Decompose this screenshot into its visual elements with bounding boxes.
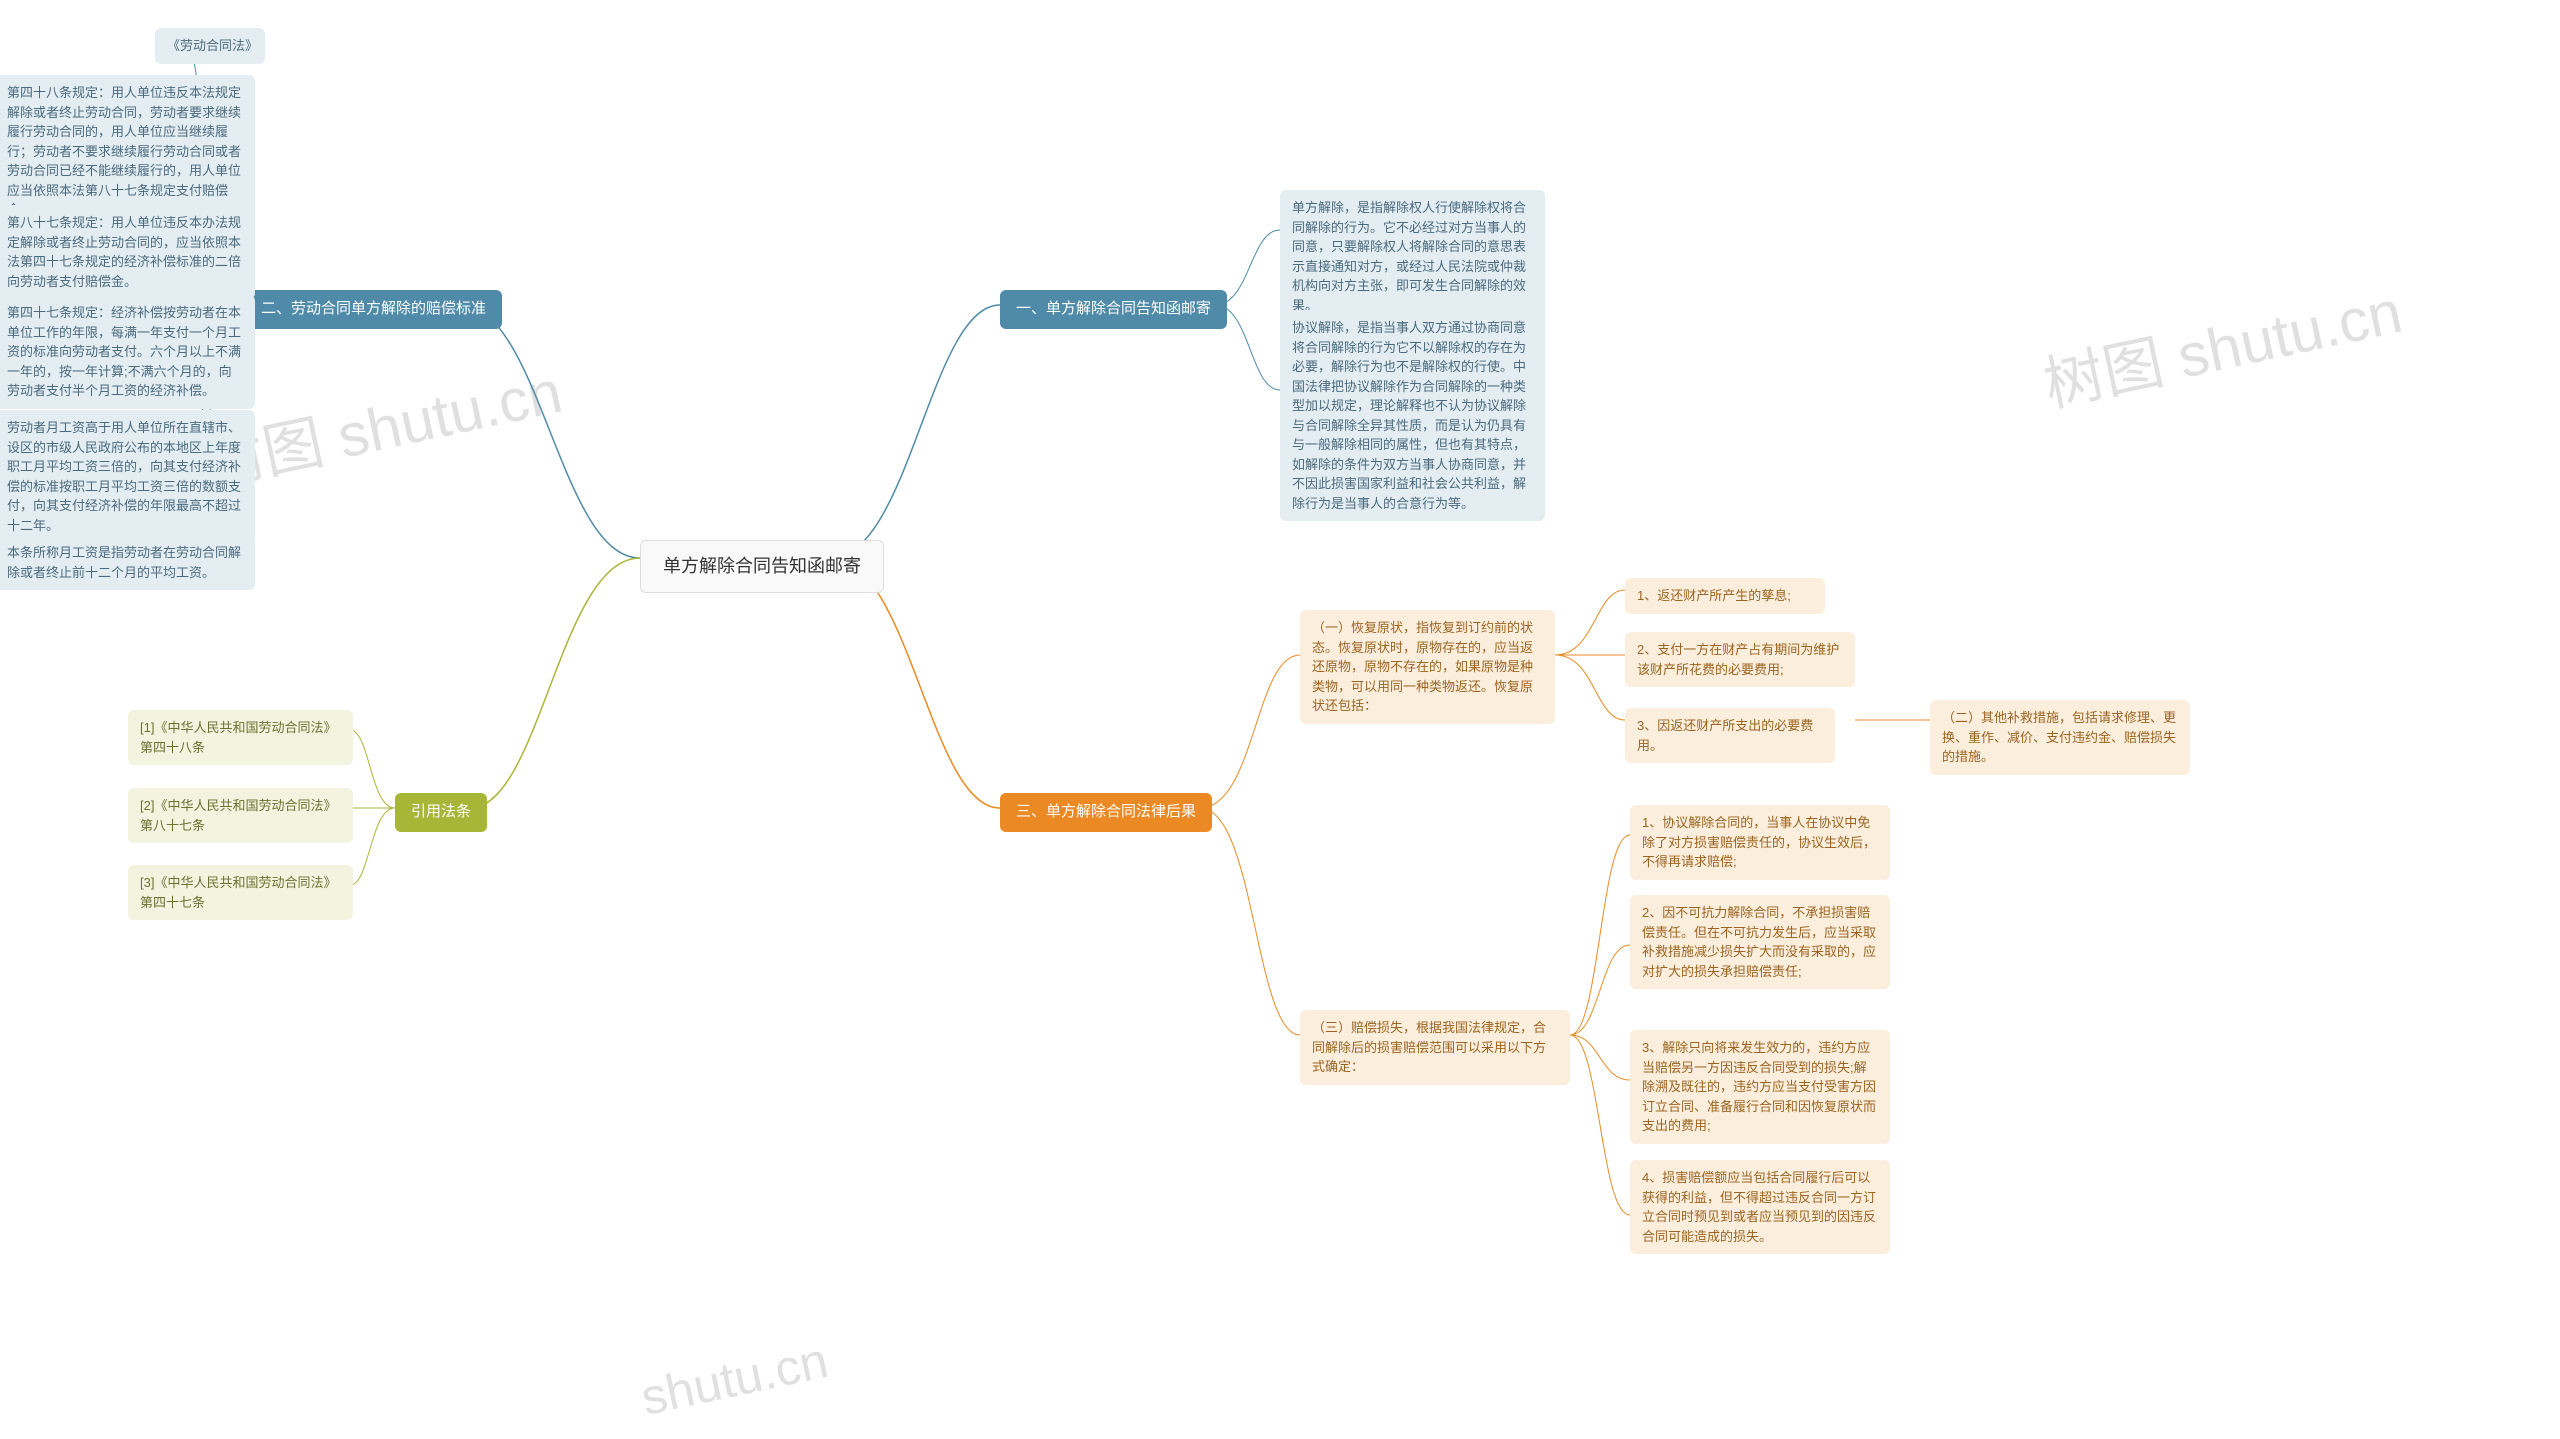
branch-3-sub-1-leaf: 2、支付一方在财产占有期间为维护该财产所花费的必要费用; (1625, 632, 1855, 687)
branch-2-leaf: 第四十七条规定：经济补偿按劳动者在本单位工作的年限，每满一年支付一个月工资的标准… (0, 295, 255, 409)
branch-4-leaf: [1]《中华人民共和国劳动合同法》 第四十八条 (128, 710, 353, 765)
branch-3-sub-3: （三）赔偿损失，根据我国法律规定，合同解除后的损害赔偿范围可以采用以下方式确定： (1300, 1010, 1570, 1085)
branch-3-sub-3-leaf: 1、协议解除合同的，当事人在协议中免除了对方损害赔偿责任的，协议生效后，不得再请… (1630, 805, 1890, 880)
branch-4-leaf: [2]《中华人民共和国劳动合同法》 第八十七条 (128, 788, 353, 843)
branch-2-leaf: 本条所称月工资是指劳动者在劳动合同解除或者终止前十二个月的平均工资。 (0, 535, 255, 590)
branch-4: 引用法条 (395, 793, 487, 832)
branch-2-leaf: 《劳动合同法》 (155, 28, 265, 64)
branch-4-leaf: [3]《中华人民共和国劳动合同法》 第四十七条 (128, 865, 353, 920)
watermark: 树图 shutu.cn (2035, 263, 2409, 424)
watermark: shutu.cn (636, 1331, 833, 1427)
branch-3-sub-3-leaf: 4、损害赔偿额应当包括合同履行后可以获得的利益，但不得超过违反合同一方订立合同时… (1630, 1160, 1890, 1254)
root-node: 单方解除合同告知函邮寄 (640, 540, 884, 593)
branch-3-sub-1: （一）恢复原状，指恢复到订约前的状态。恢复原状时，原物存在的，应当返还原物，原物… (1300, 610, 1555, 724)
branch-2-leaf: 劳动者月工资高于用人单位所在直辖市、设区的市级人民政府公布的本地区上年度职工月平… (0, 410, 255, 543)
branch-1-leaf: 协议解除，是指当事人双方通过协商同意将合同解除的行为它不以解除权的存在为必要，解… (1280, 310, 1545, 521)
branch-3-sub-1-leaf: 1、返还财产所产生的孳息; (1625, 578, 1825, 614)
branch-1-leaf: 单方解除，是指解除权人行使解除权将合同解除的行为。它不必经过对方当事人的同意，只… (1280, 190, 1545, 323)
branch-2-leaf: 第八十七条规定：用人单位违反本办法规定解除或者终止劳动合同的，应当依照本法第四十… (0, 205, 255, 299)
branch-1: 一、单方解除合同告知函邮寄 (1000, 290, 1227, 329)
branch-3-sub-1-leaf: 3、因返还财产所支出的必要费用。 (1625, 708, 1835, 763)
branch-3-sub-3-leaf: 3、解除只向将来发生效力的，违约方应当赔偿另一方因违反合同受到的损失;解除溯及既… (1630, 1030, 1890, 1144)
branch-3: 三、单方解除合同法律后果 (1000, 793, 1212, 832)
branch-3-sub-3-leaf: 2、因不可抗力解除合同，不承担损害赔偿责任。但在不可抗力发生后，应当采取补救措施… (1630, 895, 1890, 989)
branch-2: 二、劳动合同单方解除的赔偿标准 (245, 290, 502, 329)
branch-3-sub-2-extra: （二）其他补救措施，包括请求修理、更换、重作、减价、支付违约金、赔偿损失的措施。 (1930, 700, 2190, 775)
